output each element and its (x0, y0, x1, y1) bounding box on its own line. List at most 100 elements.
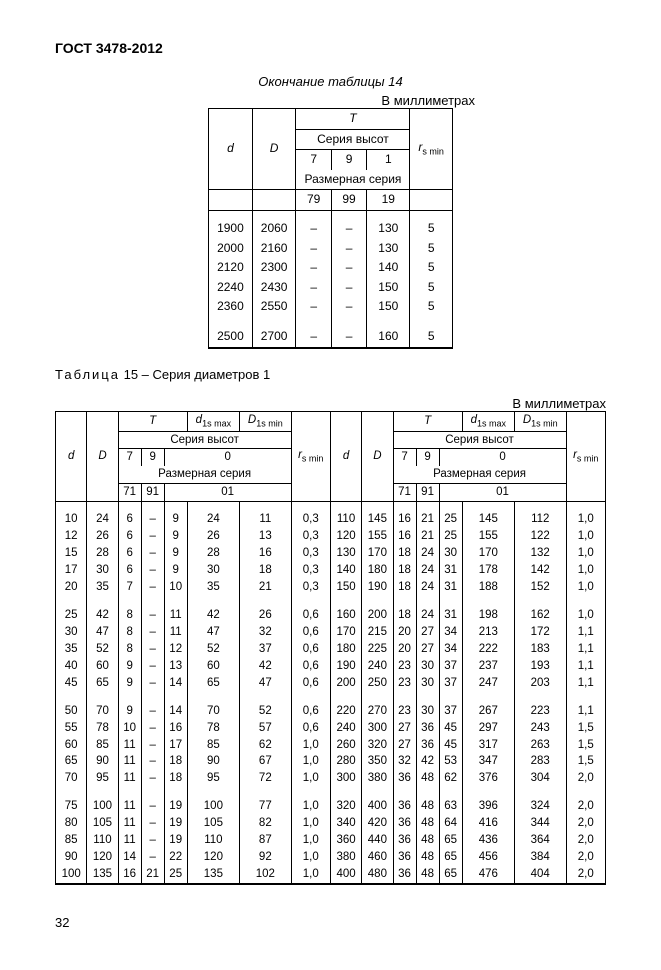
cell: 20 (56, 579, 87, 596)
table15: d D T d1s max D1s min rs min d D T d1s m… (55, 411, 606, 885)
cell: 0,6 (291, 692, 330, 720)
cell: 48 (416, 787, 439, 815)
cell: 476 (462, 866, 514, 883)
cell: 135 (187, 866, 239, 883)
cell: 82 (240, 815, 292, 832)
cell: 23 (393, 675, 416, 692)
cell: 297 (462, 720, 514, 737)
cell: 222 (462, 641, 514, 658)
cell: 0,6 (291, 675, 330, 692)
cell: 420 (362, 815, 393, 832)
cell: – (141, 815, 164, 832)
cell: 77 (240, 787, 292, 815)
cell: 30 (56, 624, 87, 641)
cell: 105 (187, 815, 239, 832)
cell: 65 (87, 675, 118, 692)
cell: 2430 (252, 278, 296, 298)
cell: 120 (330, 528, 361, 545)
cell: 180 (330, 641, 361, 658)
cell: 25 (56, 596, 87, 624)
cell: 37 (240, 641, 292, 658)
cell: 7 (118, 579, 141, 596)
cell: 142 (514, 562, 566, 579)
cell: 60 (56, 737, 87, 754)
cell: 317 (462, 737, 514, 754)
cell: 1,0 (291, 753, 330, 770)
cell: 102 (240, 866, 292, 883)
cell: 2550 (252, 297, 296, 317)
cell: 130 (367, 210, 410, 238)
cell: 20 (393, 641, 416, 658)
cell: 0,6 (291, 641, 330, 658)
cell: 47 (87, 624, 118, 641)
cell: – (141, 832, 164, 849)
cell: 263 (514, 737, 566, 754)
cell: 340 (330, 815, 361, 832)
cell: 416 (462, 815, 514, 832)
cell: 1,0 (291, 787, 330, 815)
cell: 17 (56, 562, 87, 579)
cell: 180 (362, 562, 393, 579)
cell: 21 (141, 866, 164, 883)
cell: 1,0 (291, 866, 330, 883)
cell: 28 (87, 545, 118, 562)
cell: 70 (187, 692, 239, 720)
cell: 183 (514, 641, 566, 658)
cell: 9 (164, 545, 187, 562)
cell: 25 (439, 502, 462, 528)
cell: 2,0 (566, 815, 605, 832)
cell: 404 (514, 866, 566, 883)
cell: 203 (514, 675, 566, 692)
cell: 1,1 (566, 658, 605, 675)
cell: – (141, 658, 164, 675)
cell: 324 (514, 787, 566, 815)
cell: 65 (439, 866, 462, 883)
cell: 1,0 (291, 737, 330, 754)
cell: 14 (118, 849, 141, 866)
cell: 35 (187, 579, 239, 596)
cell: 2240 (209, 278, 253, 298)
cell: – (331, 317, 366, 347)
cell: 2300 (252, 258, 296, 278)
cell: 145 (362, 502, 393, 528)
cell: 70 (56, 770, 87, 787)
cell: 270 (362, 692, 393, 720)
cell: – (331, 210, 366, 238)
table14: d D T rs min Серия высот 7 9 1 Размерная… (208, 108, 453, 349)
cell: 37 (439, 675, 462, 692)
cell: 243 (514, 720, 566, 737)
cell: 22 (164, 849, 187, 866)
cell: 300 (330, 770, 361, 787)
cell: 162 (514, 596, 566, 624)
cell: 400 (330, 866, 361, 883)
cell: 396 (462, 787, 514, 815)
cell: 350 (362, 753, 393, 770)
cell: 100 (87, 787, 118, 815)
cell: 0,3 (291, 562, 330, 579)
cell: 8 (118, 641, 141, 658)
cell: – (141, 720, 164, 737)
cell: 18 (393, 562, 416, 579)
cell: 42 (240, 658, 292, 675)
cell: 380 (362, 770, 393, 787)
cell: 35 (56, 641, 87, 658)
cell: 11 (164, 596, 187, 624)
cell: 36 (393, 787, 416, 815)
cell: 145 (462, 502, 514, 528)
cell: 132 (514, 545, 566, 562)
cell: 283 (514, 753, 566, 770)
cell: 0,3 (291, 502, 330, 528)
cell: 0,6 (291, 720, 330, 737)
cell: 1,0 (566, 596, 605, 624)
cell: 32 (393, 753, 416, 770)
cell: – (141, 624, 164, 641)
cell: 384 (514, 849, 566, 866)
cell: 16 (118, 866, 141, 883)
cell: 0,3 (291, 545, 330, 562)
cell: – (331, 278, 366, 298)
cell: – (296, 258, 331, 278)
cell: – (141, 675, 164, 692)
cell: 380 (330, 849, 361, 866)
cell: 190 (362, 579, 393, 596)
cell: – (141, 753, 164, 770)
